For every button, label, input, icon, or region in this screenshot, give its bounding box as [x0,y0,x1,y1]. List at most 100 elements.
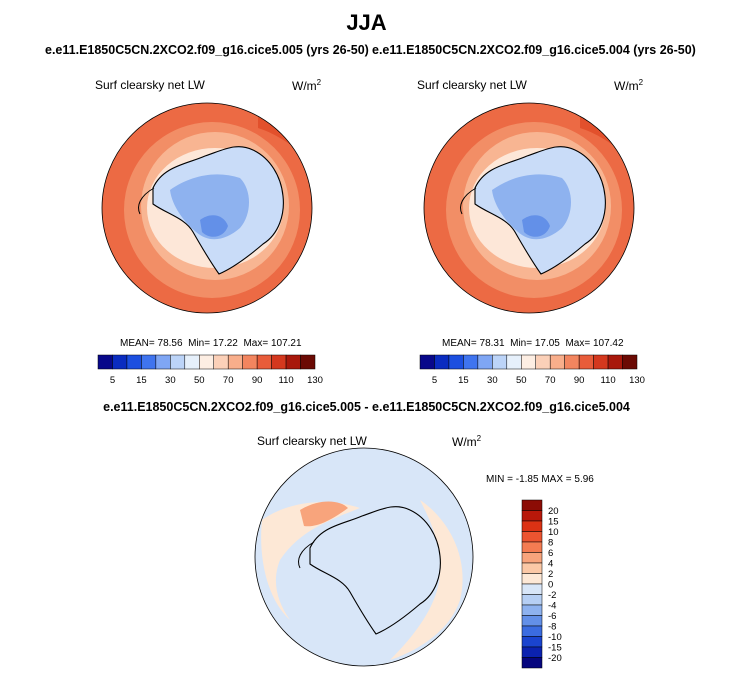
colorbar-right-swatch [434,354,450,370]
colorbar-diff-tick-label: 15 [548,517,559,528]
case-title-left: e.e11.E1850C5CN.2XCO2.f09_g16.cice5.005 … [45,43,369,57]
colorbar-right-swatch [578,354,594,370]
colorbar-left-swatch [227,354,243,370]
colorbar-diff-tick-label: -15 [548,643,562,654]
colorbar-left-swatch [271,354,287,370]
colorbar-diff-tick-label: 2 [548,569,553,580]
colorbar-left-tick-label: 30 [165,375,176,386]
map-diff-peninsula [298,541,315,569]
map-left-border [101,102,313,314]
field-label-right: Surf clearsky net LW [417,78,527,92]
colorbar-right-swatch [463,354,479,370]
map-right-peninsula [460,187,477,215]
units-label-left: W/m2 [292,78,322,93]
colorbar-diff-swatch [521,510,543,522]
page-title: JJA [346,10,387,35]
colorbar-diff-tick-label: -8 [548,622,556,633]
colorbar-left-tick-label: 5 [110,375,115,386]
colorbar-left-tick-label: 50 [194,375,205,386]
map-right-ice-cold [492,174,571,240]
colorbar-diff-tick-label: -4 [548,601,556,612]
colorbar-right-swatch [535,354,551,370]
colorbar-right-tick-label: 130 [629,375,645,386]
colorbar-diff-swatch [521,615,543,627]
difference-title: e.e11.E1850C5CN.2XCO2.f09_g16.cice5.005 … [103,400,630,414]
colorbar-left-tick-label: 90 [252,375,263,386]
colorbar-left-tick-label: 70 [223,375,234,386]
colorbar-diff-tick-label: -20 [548,653,562,664]
map-diff-warm-band-2 [390,500,463,660]
colorbar-diff-swatch [521,583,543,595]
units-label-right: W/m2 [614,78,644,93]
colorbar-diff-tick-label: 6 [548,548,553,559]
map-left-ice-cold [170,174,249,240]
colorbar-diff-tick-label: 4 [548,559,553,570]
case-title-right: e.e11.E1850C5CN.2XCO2.f09_g16.cice5.004 … [372,43,696,57]
colorbar-right-tick-label: 30 [487,375,498,386]
colorbar-left-swatch [170,354,186,370]
colorbar-right-swatch [506,354,522,370]
colorbar-right-swatch [492,354,508,370]
map-left-peninsula [138,187,155,215]
colorbar-left-swatch [184,354,200,370]
colorbar-left-tick-label: 130 [307,375,323,386]
colorbar-left-swatch [300,354,316,370]
colorbar-diff-swatch [521,657,543,669]
colorbar-left-swatch [126,354,142,370]
colorbar-diff-tick-label: 0 [548,580,553,591]
colorbar-left-swatch [112,354,128,370]
colorbar-left-swatch [97,354,113,370]
colorbar-right-swatch [593,354,609,370]
colorbar-left-tick-label: 110 [278,375,293,386]
stats-diff: MIN = -1.85 MAX = 5.96 [486,474,594,485]
colorbar-diff-swatch [521,531,543,543]
field-label-left: Surf clearsky net LW [95,78,205,92]
colorbar-right-swatch [448,354,464,370]
colorbar-right-swatch [419,354,435,370]
map-left [102,103,312,313]
map-diff [255,448,473,666]
colorbar-right-swatch [521,354,536,370]
field-label-diff: Surf clearsky net LW [257,434,367,448]
map-right-border [423,102,635,314]
colorbar-right-tick-label: 5 [432,375,437,386]
colorbar-right-swatch [607,354,623,370]
map-left-ice-coldest [200,215,228,237]
stats-left: MEAN= 78.56 Min= 17.22 Max= 107.21 [120,338,302,349]
colorbar-diff-swatch [521,636,543,648]
colorbar-diff-swatch [521,541,543,553]
colorbar-left-swatch [199,354,214,370]
colorbar-diff-tick-label: 20 [548,506,559,517]
colorbar-diff-swatch [521,499,543,511]
colorbar-diff-swatch [521,562,543,574]
map-diff-border [254,447,474,667]
colorbar-right-tick-label: 90 [574,375,585,386]
map-right-ice-coldest [522,215,550,237]
map-diff-warm-patch [300,501,348,527]
colorbar-diff-tick-label: 10 [548,527,559,538]
colorbar-left-swatch [155,354,171,370]
colorbar-left-tick-label: 15 [136,375,147,386]
colorbar-diff-swatch [521,552,543,564]
colorbar-right-swatch [477,354,493,370]
colorbar-left-swatch [285,354,301,370]
colorbar-right-tick-label: 50 [516,375,527,386]
colorbar-diff-tick-label: -10 [548,632,562,643]
colorbar-diff-tick-label: -6 [548,611,556,622]
map-right [424,103,634,313]
colorbar-left-swatch [213,354,229,370]
colorbar-left-swatch [141,354,157,370]
colorbar-diff-tick-label: 8 [548,538,553,549]
colorbar-diff-swatch [521,625,543,637]
colorbar-diff-swatch [521,594,543,606]
colorbar-diff-tick-label: -2 [548,590,556,601]
colorbar-diff-swatch [521,573,543,585]
colorbar-left-swatch [242,354,258,370]
colorbar-diff-swatch [521,520,543,532]
units-label-diff: W/m2 [452,434,482,449]
colorbar-left: 5 15 30 50 70 90 110 130 [97,354,323,386]
colorbar-right: 5 15 30 50 70 90 110 130 [419,354,645,386]
colorbar-right-swatch [549,354,565,370]
